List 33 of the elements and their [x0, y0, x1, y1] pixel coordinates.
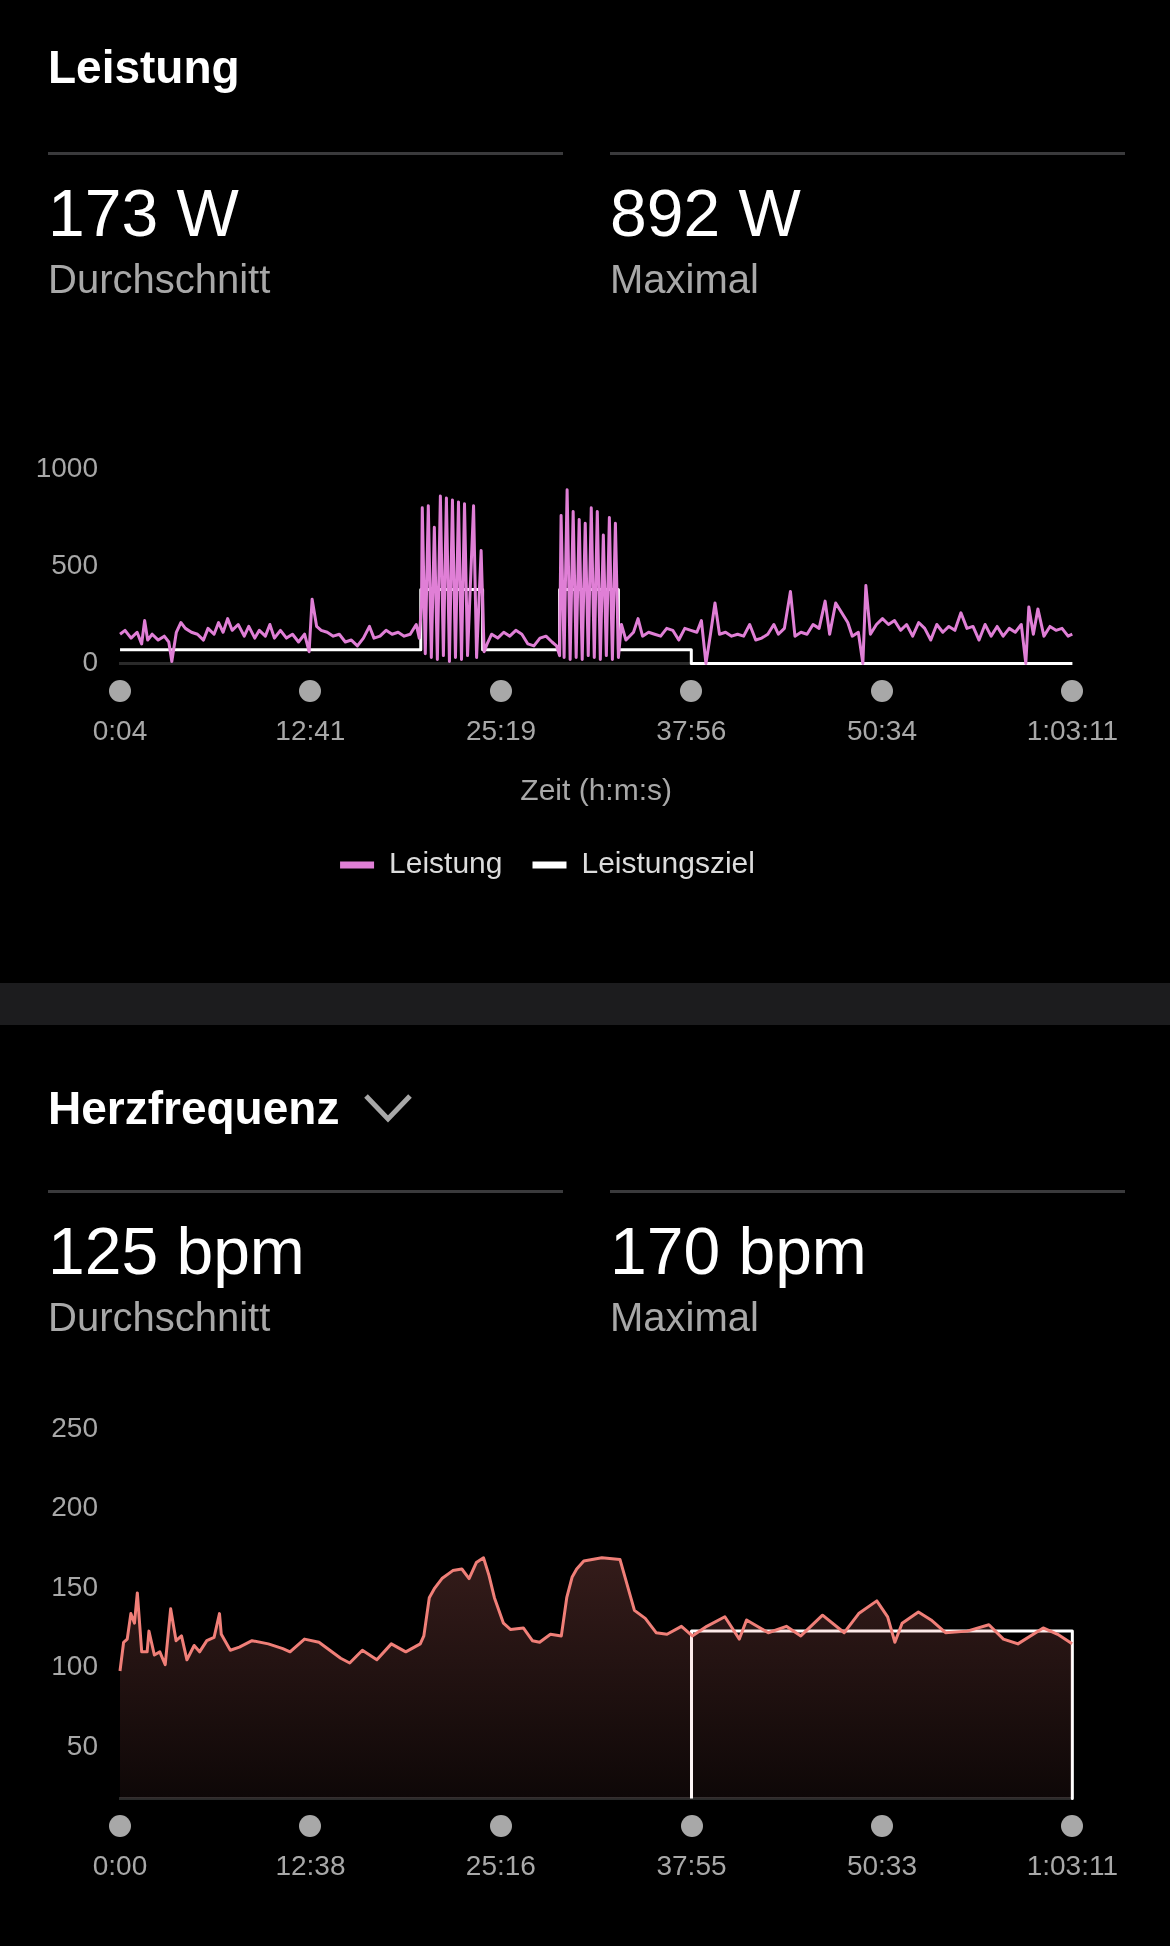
- x-tick-label: 37:55: [656, 1849, 727, 1881]
- x-tick-label: 50:34: [846, 714, 918, 746]
- text: Durchschnitt: [48, 256, 272, 303]
- y-tick-label: 50: [66, 1730, 98, 1762]
- legend-label: Leistungsziel: [581, 846, 755, 880]
- x-axis-title: Zeit (h:m:s): [520, 772, 672, 806]
- x-tick-label: 12:41: [275, 714, 346, 746]
- text: 170 bpm: [610, 1213, 868, 1290]
- x-tick-label: 12:38: [275, 1849, 346, 1881]
- y-tick-label: 150: [51, 1570, 98, 1602]
- y-tick-label: 500: [51, 548, 98, 580]
- text: Maximal: [610, 1294, 760, 1341]
- x-tick-label: 25:16: [465, 1849, 536, 1881]
- x-tick-label: 0:00: [92, 1849, 148, 1881]
- x-tick-label: 50:33: [846, 1849, 917, 1881]
- y-tick-label: 0: [82, 646, 98, 678]
- text: 173 W: [48, 175, 240, 252]
- y-tick-label: 200: [51, 1491, 98, 1523]
- text: 892 W: [610, 175, 802, 252]
- x-tick-label: 37:56: [656, 714, 727, 746]
- legend-label: Leistung: [389, 846, 503, 880]
- y-tick-label: 250: [51, 1411, 98, 1443]
- text: Durchschnitt: [48, 1294, 272, 1341]
- text: Maximal: [610, 256, 760, 303]
- x-tick-label: 1:03:11: [1026, 714, 1118, 746]
- x-tick-label: 1:03:11: [1026, 1849, 1118, 1881]
- x-tick-label: 25:19: [465, 714, 537, 746]
- y-tick-label: 1000: [35, 451, 98, 483]
- chart-title: Leistung: [48, 40, 240, 94]
- x-tick-label: 0:04: [92, 714, 148, 746]
- text: 125 bpm: [48, 1213, 306, 1290]
- y-tick-label: 100: [51, 1650, 98, 1682]
- chart-title: Herzfrequenz: [48, 1081, 340, 1135]
